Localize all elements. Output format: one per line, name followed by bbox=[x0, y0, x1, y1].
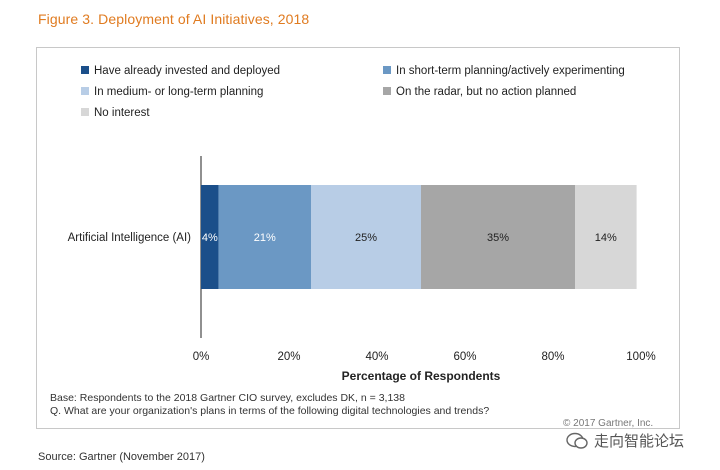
x-tick-label: 80% bbox=[541, 351, 564, 363]
legend-label: On the radar, but no action planned bbox=[396, 86, 576, 98]
data-label: 35% bbox=[487, 232, 509, 244]
data-label: 25% bbox=[355, 232, 377, 244]
legend-label: Have already invested and deployed bbox=[94, 65, 280, 77]
x-tick-label: 60% bbox=[453, 351, 476, 363]
bar-segment bbox=[421, 185, 575, 289]
data-label: 14% bbox=[595, 232, 617, 244]
base-note: Base: Respondents to the 2018 Gartner CI… bbox=[50, 392, 405, 404]
legend-label: No interest bbox=[94, 107, 150, 119]
bar-segment bbox=[311, 185, 421, 289]
watermark-text: 走向智能论坛 bbox=[594, 433, 685, 450]
legend-label: In short-term planning/actively experime… bbox=[396, 65, 625, 77]
copyright-text: © 2017 Gartner, Inc. bbox=[563, 418, 654, 429]
chart-frame: Have already invested and deployed In sho… bbox=[36, 47, 680, 429]
legend-swatch bbox=[383, 66, 391, 74]
legend-label: In medium- or long-term planning bbox=[94, 86, 263, 98]
data-label: 21% bbox=[254, 232, 276, 244]
legend-swatch bbox=[383, 87, 391, 95]
x-tick-label: 100% bbox=[626, 351, 655, 363]
legend-swatch bbox=[81, 87, 89, 95]
wechat-icon bbox=[566, 432, 588, 449]
question-note: Q. What are your organization's plans in… bbox=[50, 405, 490, 417]
x-tick-label: 0% bbox=[193, 351, 210, 363]
bar-segment bbox=[575, 185, 637, 289]
source-text: Source: Gartner (November 2017) bbox=[38, 451, 205, 463]
x-tick-label: 40% bbox=[365, 351, 388, 363]
legend-swatch bbox=[81, 108, 89, 116]
data-label: 4% bbox=[202, 232, 218, 244]
category-label: Artificial Intelligence (AI) bbox=[68, 232, 192, 244]
x-axis-title: Percentage of Respondents bbox=[342, 369, 501, 383]
chart: Have already invested and deployed In sho… bbox=[68, 65, 656, 383]
bar-segment bbox=[201, 185, 219, 289]
legend-swatch bbox=[81, 66, 89, 74]
figure-title: Figure 3. Deployment of AI Initiatives, … bbox=[38, 11, 310, 27]
watermark: 走向智能论坛 bbox=[566, 430, 684, 451]
x-tick-label: 20% bbox=[277, 351, 300, 363]
bar-segment bbox=[218, 185, 311, 289]
